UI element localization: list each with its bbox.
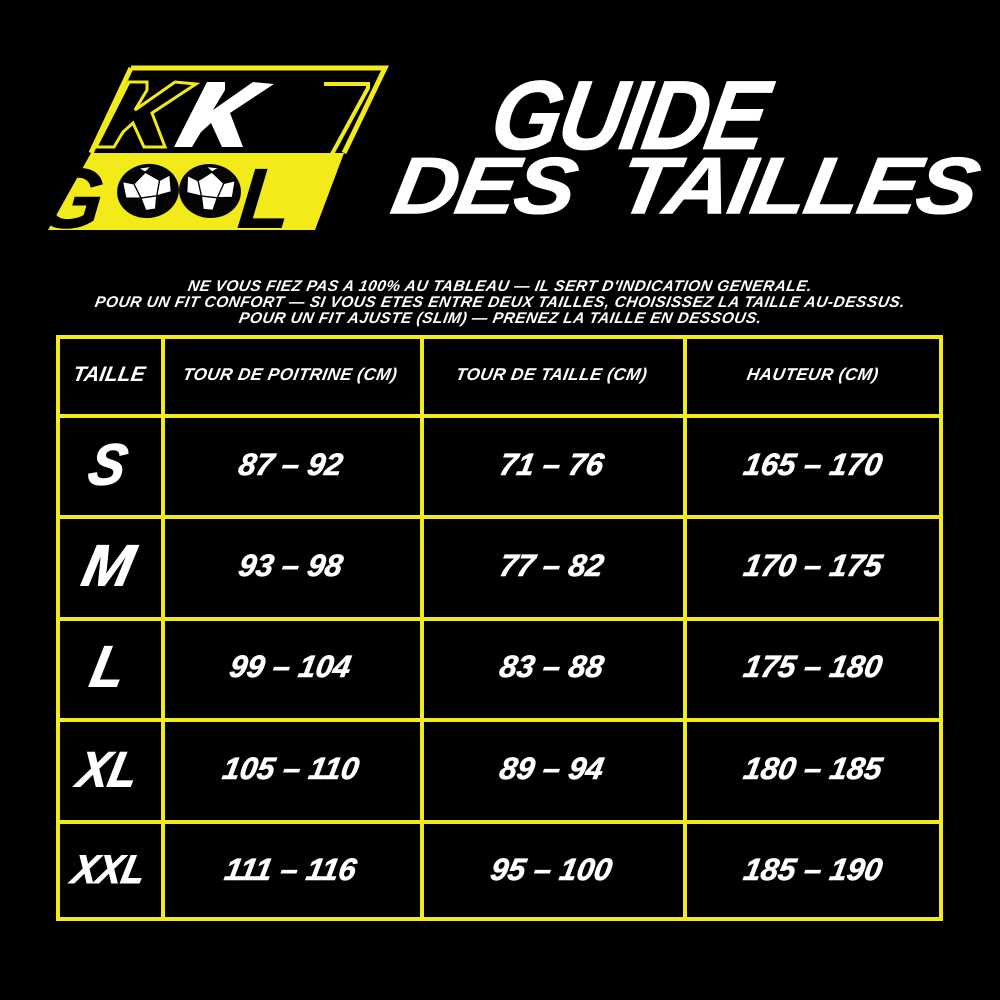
svg-text:L: L — [234, 151, 297, 247]
svg-text:G: G — [32, 151, 109, 247]
